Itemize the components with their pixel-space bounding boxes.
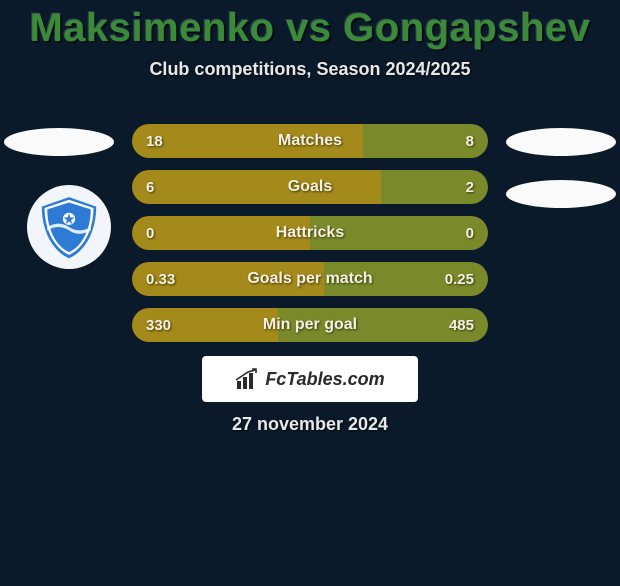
- subtitle: Club competitions, Season 2024/2025: [0, 59, 620, 80]
- stat-segment-left: [132, 308, 278, 342]
- stat-segment-left: [132, 262, 324, 296]
- watermark-text: FcTables.com: [265, 369, 384, 390]
- stat-segment-right: [310, 216, 488, 250]
- stat-row: 0.330.25Goals per match: [132, 262, 488, 296]
- stat-segment-right: [363, 124, 488, 158]
- watermark: FcTables.com: [202, 356, 418, 402]
- stats-bars: 188Matches 62Goals 00Hattricks 0.330.25Goal…: [132, 124, 488, 354]
- page-title: Maksimenko vs Gongapshev: [0, 6, 620, 51]
- shield-icon: [35, 193, 103, 261]
- player-right-placeholder: [506, 128, 616, 156]
- club-right-placeholder: [506, 180, 616, 208]
- stat-segment-left: [132, 216, 310, 250]
- stat-segment-left: [132, 124, 363, 158]
- stat-segment-right: [381, 170, 488, 204]
- stat-segment-left: [132, 170, 381, 204]
- stat-segment-right: [278, 308, 488, 342]
- stat-row: 330485Min per goal: [132, 308, 488, 342]
- stat-row: 188Matches: [132, 124, 488, 158]
- stat-row: 00Hattricks: [132, 216, 488, 250]
- stat-row: 62Goals: [132, 170, 488, 204]
- date-text: 27 november 2024: [0, 414, 620, 435]
- stat-segment-right: [324, 262, 488, 296]
- club-left-badge: [27, 185, 111, 269]
- player-left-placeholder: [4, 128, 114, 156]
- bar-chart-icon: [235, 367, 259, 391]
